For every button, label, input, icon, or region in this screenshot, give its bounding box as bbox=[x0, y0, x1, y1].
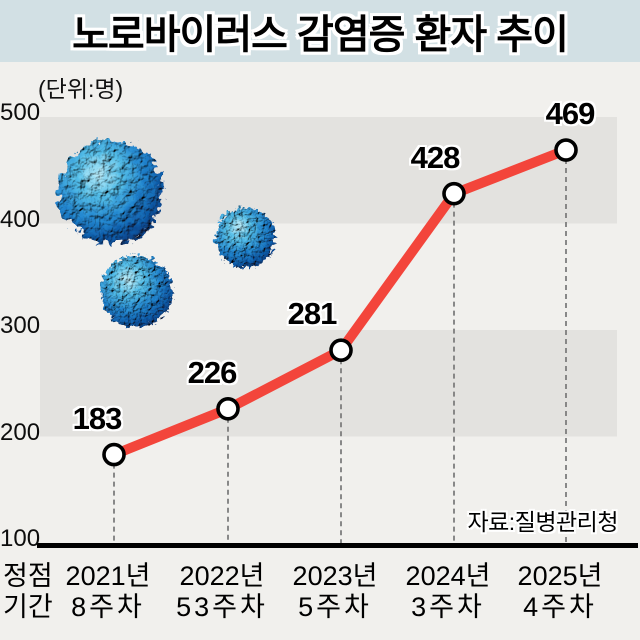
data-point-value-label: 183 bbox=[72, 400, 123, 436]
x-axis-tick-label: 2023년 5주차 bbox=[270, 561, 400, 623]
y-axis-tick-label: 400 bbox=[0, 205, 41, 233]
x-axis-week: 4주차 bbox=[523, 592, 597, 622]
page-title: 노로바이러스 감염증 환자 추이 bbox=[72, 13, 569, 57]
y-axis-tick-label: 300 bbox=[0, 312, 41, 339]
x-axis-tick-label: 2022년 53주차 bbox=[157, 561, 287, 623]
x-axis-year: 2023년 bbox=[292, 561, 378, 591]
data-point-value-label: 428 bbox=[410, 139, 461, 175]
plot-layer bbox=[37, 138, 638, 548]
x-axis-note: 정점 기간 bbox=[3, 561, 73, 623]
x-axis-week: 5주차 bbox=[298, 592, 372, 622]
x-axis-year: 2021년 bbox=[65, 561, 151, 591]
data-point-value-label: 281 bbox=[287, 296, 338, 332]
y-axis-tick-label: 100 bbox=[0, 525, 41, 552]
virus-illustrations bbox=[55, 136, 273, 325]
x-axis-year: 2022년 bbox=[179, 561, 265, 591]
x-axis-week: 3주차 bbox=[411, 592, 485, 622]
x-axis-note-line2: 기간 bbox=[3, 592, 53, 622]
data-point-marker bbox=[442, 181, 466, 206]
y-axis-tick-label: 500 bbox=[0, 99, 41, 126]
data-point-marker bbox=[216, 397, 240, 421]
x-axis-week: 53주차 bbox=[176, 592, 268, 622]
x-axis-tick-label: 2024년 3주차 bbox=[383, 561, 513, 623]
data-point-marker bbox=[102, 442, 126, 467]
x-axis-tick-label: 2021년 8주차 bbox=[43, 561, 173, 623]
norovirus-particle-medium-icon bbox=[98, 253, 170, 325]
data-point-value-label: 226 bbox=[187, 354, 238, 390]
x-axis-note-line1: 정점 bbox=[3, 561, 53, 591]
x-axis-year: 2024년 bbox=[405, 561, 491, 591]
data-point-value-label: 469 bbox=[545, 96, 596, 131]
grid-band bbox=[40, 330, 617, 437]
x-axis-tick-label: 2025년 4주차 bbox=[495, 561, 625, 623]
data-point-marker bbox=[329, 338, 353, 363]
title-bar: 노로바이러스 감염증 환자 추이 bbox=[0, 0, 640, 62]
norovirus-particle-large-icon bbox=[55, 136, 159, 240]
source-label: 자료:질병관리청 bbox=[467, 509, 618, 535]
x-axis-week: 8주차 bbox=[71, 592, 145, 622]
unit-label: (단위:명) bbox=[38, 76, 124, 102]
x-axis-year: 2025년 bbox=[517, 561, 603, 591]
data-point-marker bbox=[554, 138, 578, 162]
norovirus-particle-small-icon bbox=[213, 205, 273, 265]
y-axis-tick-label: 200 bbox=[0, 418, 41, 446]
